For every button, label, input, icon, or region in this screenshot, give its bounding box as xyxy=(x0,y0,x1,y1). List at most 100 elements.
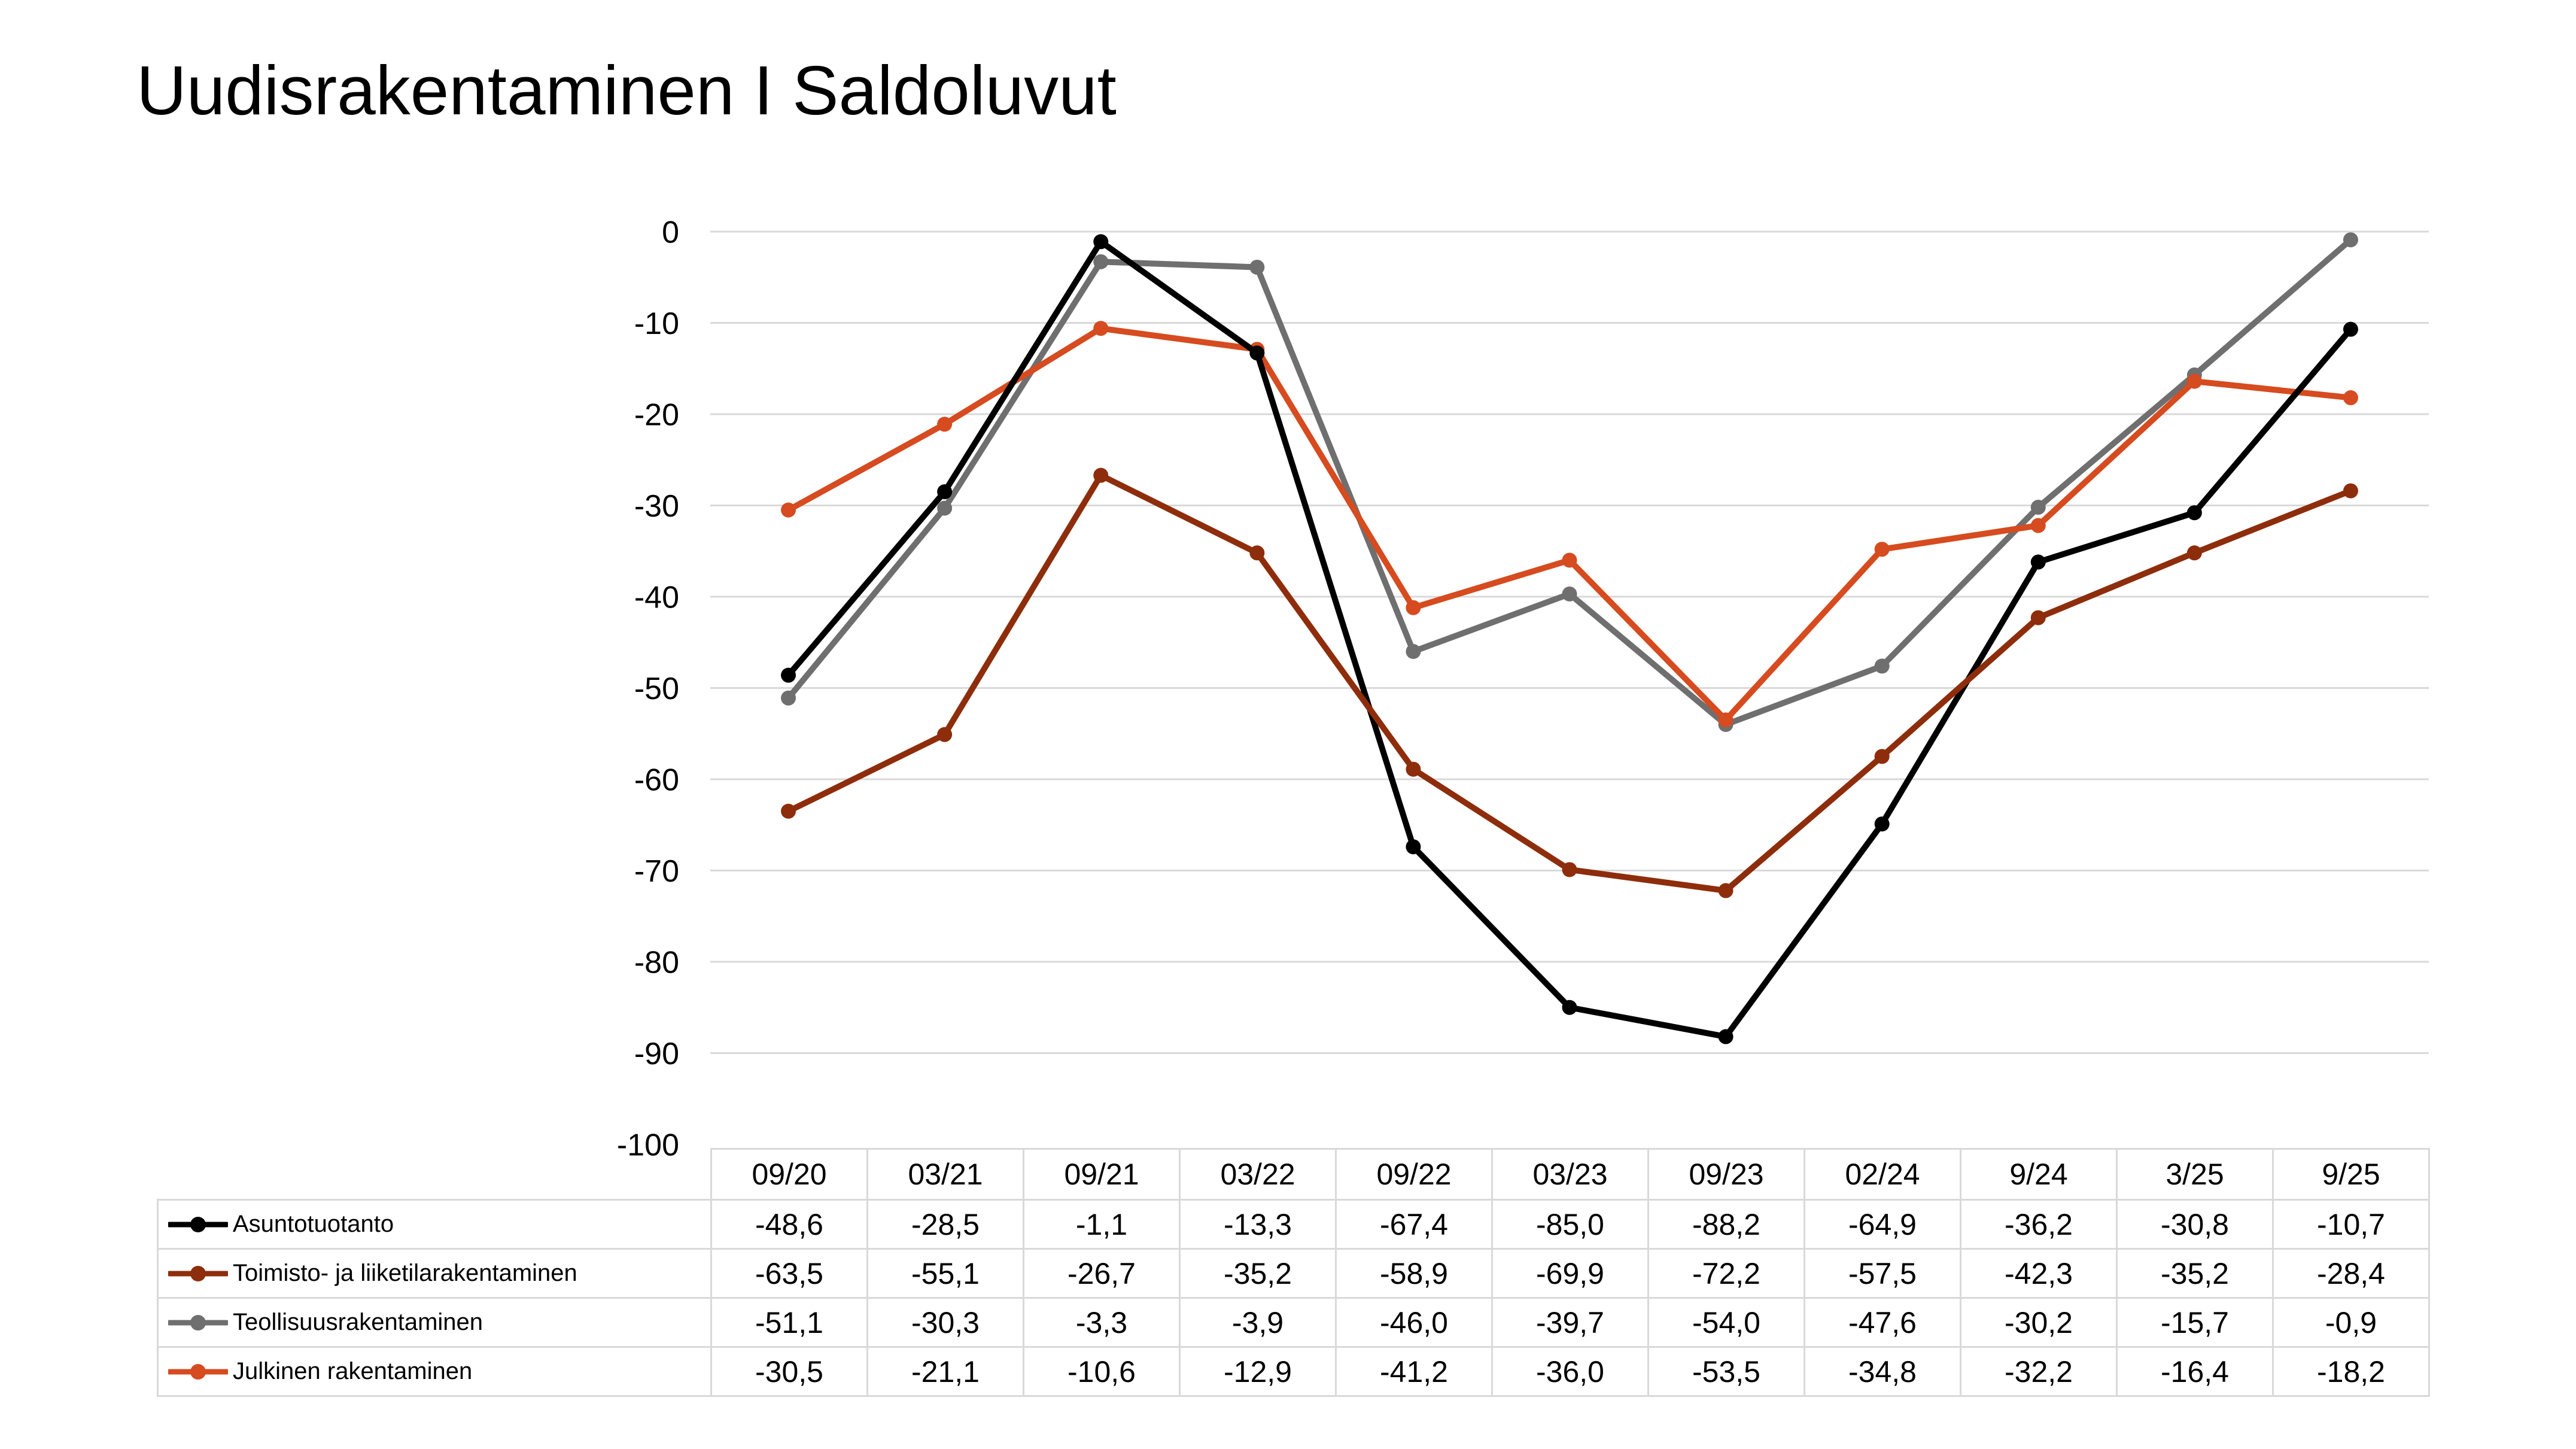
value-cell: -36,2 xyxy=(1960,1199,2118,1250)
data-point-marker xyxy=(1406,600,1421,615)
value-cell: -54,0 xyxy=(1647,1297,1805,1348)
value-cell: -3,9 xyxy=(1179,1297,1337,1348)
table-body: 09/20 03/21 09/21 03/22 09/22 03/23 09/23 02/24… xyxy=(157,1148,2430,1397)
data-point-marker xyxy=(1718,883,1733,898)
table-row: Asuntotuotanto -48,6 -28,5 -1,1 -13,3 -67,4 -8… xyxy=(157,1199,2430,1250)
data-point-marker xyxy=(781,667,796,683)
value-cell: -0,9 xyxy=(2272,1297,2430,1348)
column-header: 09/23 xyxy=(1647,1148,1805,1201)
column-header: 02/24 xyxy=(1803,1148,1961,1201)
y-axis-label: -100 xyxy=(617,1128,679,1163)
value-cell: -1,1 xyxy=(1023,1199,1181,1250)
data-point-marker xyxy=(1406,644,1421,659)
value-cell: -10,7 xyxy=(2272,1199,2430,1250)
value-cell: -30,2 xyxy=(1960,1297,2118,1348)
data-point-marker xyxy=(781,690,796,706)
data-point-marker xyxy=(1093,467,1109,483)
y-axis-label: -60 xyxy=(634,763,679,798)
series-label-cell: Julkinen rakentaminen xyxy=(157,1346,712,1397)
column-header: 9/24 xyxy=(1960,1148,2118,1201)
data-point-marker xyxy=(1093,234,1109,250)
value-cell: -53,5 xyxy=(1647,1346,1805,1397)
y-axis-label: -80 xyxy=(634,946,679,980)
value-cell: -28,4 xyxy=(2272,1248,2430,1299)
value-cell: -39,7 xyxy=(1491,1297,1649,1348)
y-axis-label: -30 xyxy=(634,489,679,524)
value-cell: -30,5 xyxy=(710,1346,868,1397)
data-point-marker xyxy=(1093,321,1109,336)
y-axis-label: 0 xyxy=(662,215,679,250)
data-point-marker xyxy=(1406,839,1421,855)
data-point-marker xyxy=(2030,610,2046,625)
data-table: 09/20 03/21 09/21 03/22 09/22 03/23 09/23 02/24… xyxy=(157,1148,2430,1397)
value-cell: -15,7 xyxy=(2116,1297,2274,1348)
value-cell: -21,1 xyxy=(866,1346,1024,1397)
data-point-marker xyxy=(2186,505,2202,521)
data-point-marker xyxy=(1718,1029,1733,1044)
y-axis-label: -50 xyxy=(634,672,679,706)
legend-entry: Teollisuusrakentaminen xyxy=(160,1309,710,1336)
table-row: Teollisuusrakentaminen -51,1 -30,3 -3,3 -3,9… xyxy=(157,1297,2430,1348)
column-header: 09/22 xyxy=(1335,1148,1493,1201)
y-axis-label: -70 xyxy=(634,854,679,889)
y-axis-label: -90 xyxy=(634,1037,679,1071)
data-point-marker xyxy=(2030,518,2046,533)
data-point-marker xyxy=(1406,761,1421,777)
data-point-marker xyxy=(1249,345,1265,361)
data-point-marker xyxy=(2186,545,2202,561)
y-axis-label: -40 xyxy=(634,581,679,615)
value-cell: -88,2 xyxy=(1647,1199,1805,1250)
data-point-marker xyxy=(1249,259,1265,275)
series-label: Toimisto- ja liiketilarakentaminen xyxy=(233,1260,577,1286)
series-line-2 xyxy=(785,236,2354,728)
value-cell: -18,2 xyxy=(2272,1346,2430,1397)
legend-entry: Asuntotuotanto xyxy=(160,1211,710,1238)
value-cell: -28,5 xyxy=(866,1199,1024,1250)
data-point-marker xyxy=(2030,500,2046,515)
value-cell: -30,8 xyxy=(2116,1199,2274,1250)
value-cell: -32,2 xyxy=(1960,1346,2118,1397)
data-point-marker xyxy=(1874,749,1890,764)
value-cell: -85,0 xyxy=(1491,1199,1649,1250)
data-point-marker xyxy=(1562,552,1577,568)
data-point-marker xyxy=(2343,390,2358,406)
chart-title: Uudisrakentaminen I Saldoluvut xyxy=(136,51,1117,129)
value-cell: -51,1 xyxy=(710,1297,868,1348)
value-cell: -10,6 xyxy=(1023,1346,1181,1397)
legend-line-marker-icon xyxy=(168,1216,228,1232)
value-cell: -26,7 xyxy=(1023,1248,1181,1299)
value-cell: -35,2 xyxy=(1179,1248,1337,1299)
value-cell: -63,5 xyxy=(710,1248,868,1299)
legend-line-marker-icon xyxy=(168,1314,228,1330)
value-cell: -12,9 xyxy=(1179,1346,1337,1397)
legend-entry: Toimisto- ja liiketilarakentaminen xyxy=(160,1260,710,1287)
value-cell: -72,2 xyxy=(1647,1248,1805,1299)
series-label-cell: Asuntotuotanto xyxy=(157,1199,712,1250)
column-header: 09/20 xyxy=(710,1148,868,1201)
column-header: 03/23 xyxy=(1491,1148,1649,1201)
value-cell: -57,5 xyxy=(1803,1248,1961,1299)
table-row: Julkinen rakentaminen -30,5 -21,1 -10,6 -12,… xyxy=(157,1346,2430,1397)
data-point-marker xyxy=(2030,554,2046,570)
column-header: 03/21 xyxy=(866,1148,1024,1201)
table-row: Toimisto- ja liiketilarakentaminen -63,5 -… xyxy=(157,1248,2430,1299)
series-label: Teollisuusrakentaminen xyxy=(233,1309,483,1335)
data-point-marker xyxy=(1874,542,1890,557)
y-axis-label: -10 xyxy=(634,306,679,341)
column-header: 3/25 xyxy=(2116,1148,2274,1201)
value-cell: -3,3 xyxy=(1023,1297,1181,1348)
value-cell: -58,9 xyxy=(1335,1248,1493,1299)
value-cell: -35,2 xyxy=(2116,1248,2274,1299)
value-cell: -47,6 xyxy=(1803,1297,1961,1348)
column-header: 9/25 xyxy=(2272,1148,2430,1201)
data-point-marker xyxy=(1718,712,1733,728)
data-point-marker xyxy=(781,803,796,819)
value-cell: -42,3 xyxy=(1960,1248,2118,1299)
y-axis-label: -20 xyxy=(634,398,679,433)
value-cell: -41,2 xyxy=(1335,1346,1493,1397)
data-point-marker xyxy=(937,500,953,516)
column-header: 09/21 xyxy=(1023,1148,1181,1201)
data-point-marker xyxy=(1874,816,1890,832)
data-point-marker xyxy=(1093,254,1109,269)
